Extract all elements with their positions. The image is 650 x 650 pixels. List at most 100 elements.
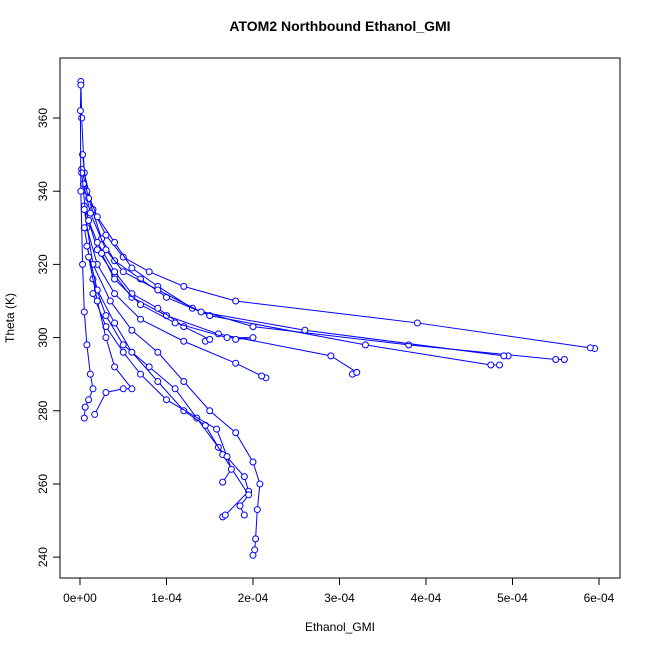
point (137, 301, 145, 309)
profile-line (88, 220, 211, 342)
point (85, 253, 93, 261)
x-tick-label: 3e-04 (324, 591, 355, 605)
x-tick-label: 4e-04 (411, 591, 442, 605)
point (85, 396, 93, 404)
chart-title: ATOM2 Northbound Ethanol_GMI (229, 18, 450, 34)
point (111, 363, 119, 371)
point (80, 205, 88, 213)
point (258, 372, 266, 380)
point (353, 368, 361, 376)
point (327, 352, 335, 360)
point (361, 341, 369, 349)
point (206, 407, 214, 415)
point (137, 315, 145, 323)
y-tick-label: 260 (36, 474, 50, 494)
point (111, 319, 119, 327)
point (180, 282, 188, 290)
point (91, 410, 99, 418)
point (89, 385, 97, 393)
point (128, 264, 136, 272)
point (487, 361, 495, 369)
point (86, 370, 94, 378)
y-tick-label: 280 (36, 400, 50, 420)
point (93, 238, 101, 246)
point (102, 334, 110, 342)
point (102, 231, 110, 239)
point (219, 478, 227, 486)
point (85, 216, 93, 224)
point (500, 352, 508, 360)
point (137, 370, 145, 378)
point (119, 341, 127, 349)
point (119, 348, 127, 356)
x-axis-label: Ethanol_GMI (305, 620, 375, 634)
point (119, 385, 127, 393)
point (106, 297, 114, 305)
point (405, 341, 413, 349)
point (240, 511, 248, 519)
point (79, 260, 87, 268)
point (252, 535, 260, 543)
point (76, 107, 84, 115)
point (301, 326, 309, 334)
point (232, 335, 240, 343)
y-tick-label: 360 (36, 108, 50, 128)
point (162, 396, 170, 404)
point (496, 361, 504, 369)
point (111, 275, 119, 283)
point (128, 385, 136, 393)
point (102, 312, 110, 320)
x-tick-label: 5e-04 (497, 591, 528, 605)
point (102, 246, 110, 254)
point (78, 114, 86, 122)
point (180, 377, 188, 385)
point (251, 546, 259, 554)
y-tick-label: 240 (36, 547, 50, 567)
y-axis-label: Theta (K) (3, 293, 17, 343)
point (145, 268, 153, 276)
point (77, 187, 85, 195)
point (83, 242, 91, 250)
point (245, 491, 253, 499)
x-tick-label: 2e-04 (238, 591, 269, 605)
point (206, 335, 214, 343)
point (253, 506, 261, 514)
point (111, 268, 119, 276)
point (560, 356, 568, 364)
point (413, 319, 421, 327)
point (81, 403, 89, 411)
point (236, 502, 244, 510)
point (102, 388, 110, 396)
point (213, 425, 221, 433)
x-tick-label: 0e+00 (63, 591, 97, 605)
point (240, 473, 248, 481)
point (93, 246, 101, 254)
point (78, 169, 86, 177)
x-tick-label: 1e-04 (151, 591, 182, 605)
profile-line (83, 227, 250, 518)
point (249, 458, 257, 466)
point (223, 334, 231, 342)
point (128, 326, 136, 334)
point (83, 341, 91, 349)
point (232, 297, 240, 305)
point (86, 209, 94, 217)
point (180, 337, 188, 345)
point (249, 334, 257, 342)
point (98, 249, 106, 257)
y-tick-label: 320 (36, 254, 50, 274)
plot-frame (59, 57, 621, 579)
point (221, 511, 229, 519)
point (552, 356, 560, 364)
point (145, 363, 153, 371)
point (93, 297, 101, 305)
point (154, 286, 162, 294)
point (154, 304, 162, 312)
point (223, 453, 231, 461)
point (171, 385, 179, 393)
y-tick-label: 300 (36, 327, 50, 347)
point (77, 81, 85, 89)
point (232, 429, 240, 437)
